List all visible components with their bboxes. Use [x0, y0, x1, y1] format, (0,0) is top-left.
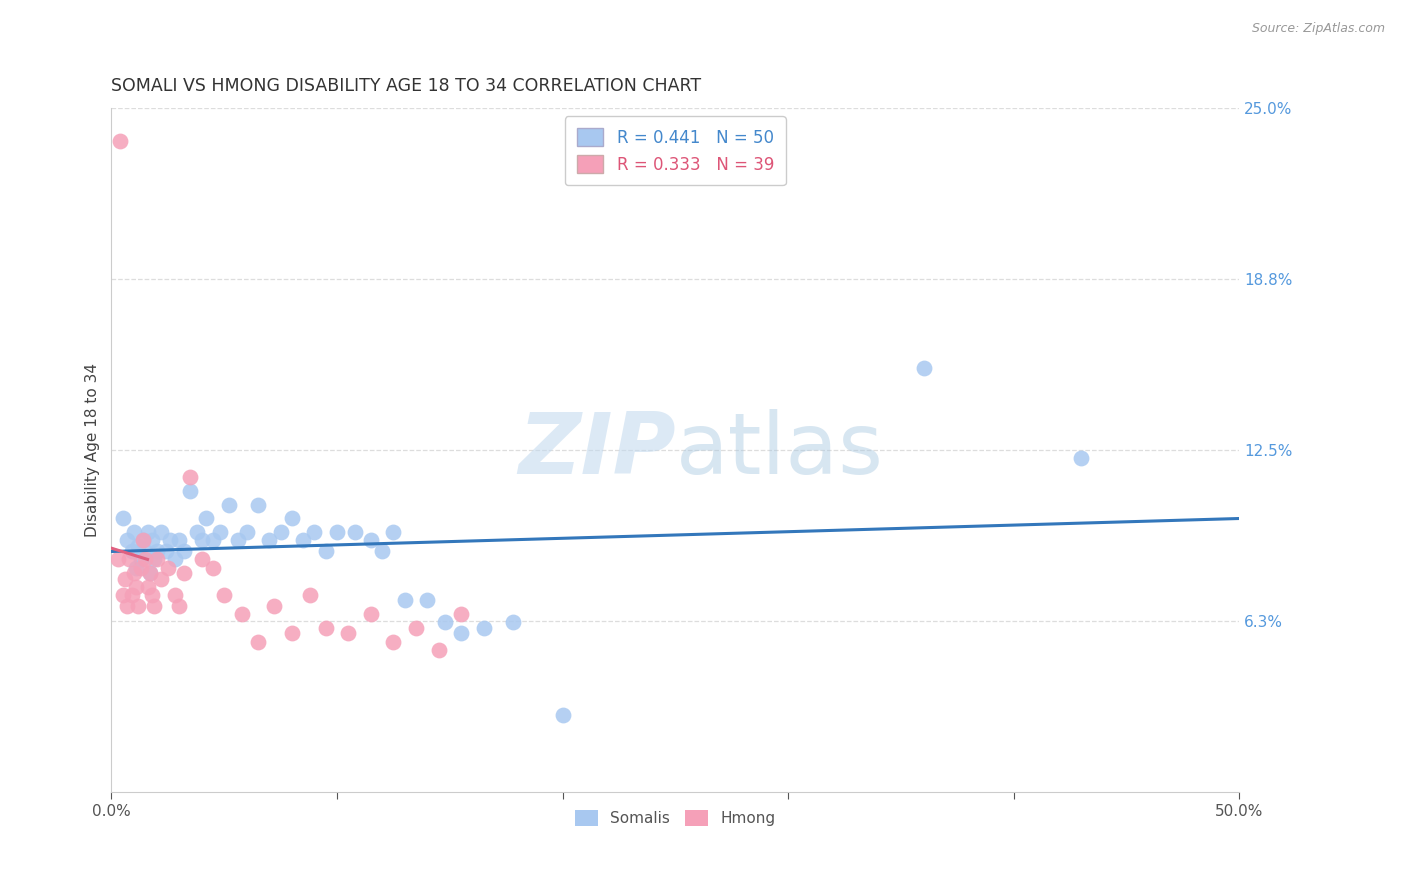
Point [145, 544, 167, 558]
Point [259, 533, 281, 548]
Point [450, 607, 472, 622]
Point [326, 525, 349, 540]
Point [218, 498, 240, 512]
Point [405, 621, 427, 635]
Point [150, 525, 173, 540]
Point [115, 533, 138, 548]
Point [270, 525, 292, 540]
Point [201, 533, 224, 548]
Point [122, 566, 145, 581]
Point [125, 580, 148, 594]
Point [212, 588, 235, 602]
Legend: Somalis, Hmong: Somalis, Hmong [569, 804, 782, 832]
Point [143, 599, 166, 613]
Point [179, 484, 201, 499]
Text: ZIP: ZIP [517, 409, 675, 491]
Point [118, 552, 141, 566]
Point [394, 593, 416, 607]
Point [371, 544, 394, 558]
Point [360, 533, 382, 548]
Point [122, 525, 145, 540]
Y-axis label: Disability Age 18 to 34: Disability Age 18 to 34 [86, 363, 100, 537]
Point [337, 626, 360, 640]
Point [472, 621, 495, 635]
Point [382, 634, 405, 648]
Point [450, 626, 472, 640]
Point [159, 533, 181, 548]
Point [298, 588, 321, 602]
Point [173, 544, 195, 558]
Text: SOMALI VS HMONG DISABILITY AGE 18 TO 34 CORRELATION CHART: SOMALI VS HMONG DISABILITY AGE 18 TO 34 … [111, 78, 702, 95]
Point [136, 580, 159, 594]
Point [360, 607, 382, 622]
Point [163, 552, 186, 566]
Point [1070, 451, 1092, 466]
Point [231, 607, 253, 622]
Point [127, 539, 149, 553]
Point [134, 552, 156, 566]
Point [247, 634, 270, 648]
Point [236, 525, 259, 540]
Point [141, 588, 163, 602]
Point [136, 525, 159, 540]
Point [167, 533, 190, 548]
Point [139, 566, 162, 581]
Point [186, 525, 208, 540]
Point [139, 566, 162, 581]
Point [427, 642, 450, 657]
Point [315, 544, 337, 558]
Point [145, 552, 167, 566]
Point [173, 566, 195, 581]
Point [155, 544, 177, 558]
Point [121, 588, 143, 602]
Point [141, 533, 163, 548]
Point [129, 560, 152, 574]
Point [195, 511, 218, 525]
Point [132, 533, 155, 548]
Point [292, 533, 315, 548]
Point [208, 525, 231, 540]
Point [190, 552, 212, 566]
Point [121, 544, 143, 558]
Point [304, 525, 326, 540]
Point [434, 615, 457, 630]
Point [167, 599, 190, 613]
Point [502, 615, 524, 630]
Point [150, 572, 173, 586]
Point [344, 525, 367, 540]
Point [115, 599, 138, 613]
Point [382, 525, 405, 540]
Point [129, 552, 152, 566]
Point [179, 470, 201, 484]
Text: atlas: atlas [675, 409, 883, 491]
Point [114, 572, 136, 586]
Point [107, 552, 129, 566]
Point [156, 560, 179, 574]
Point [111, 588, 134, 602]
Point [111, 511, 134, 525]
Point [132, 533, 155, 548]
Point [127, 599, 149, 613]
Point [226, 533, 249, 548]
Point [134, 544, 156, 558]
Point [201, 560, 224, 574]
Point [912, 361, 935, 376]
Point [281, 626, 304, 640]
Point [281, 511, 304, 525]
Point [163, 588, 186, 602]
Text: Source: ZipAtlas.com: Source: ZipAtlas.com [1251, 22, 1385, 36]
Point [416, 593, 439, 607]
Point [263, 599, 285, 613]
Point [110, 134, 132, 148]
Point [125, 560, 148, 574]
Point [247, 498, 270, 512]
Point [551, 708, 574, 723]
Point [315, 621, 337, 635]
Point [190, 533, 212, 548]
Point [143, 552, 166, 566]
